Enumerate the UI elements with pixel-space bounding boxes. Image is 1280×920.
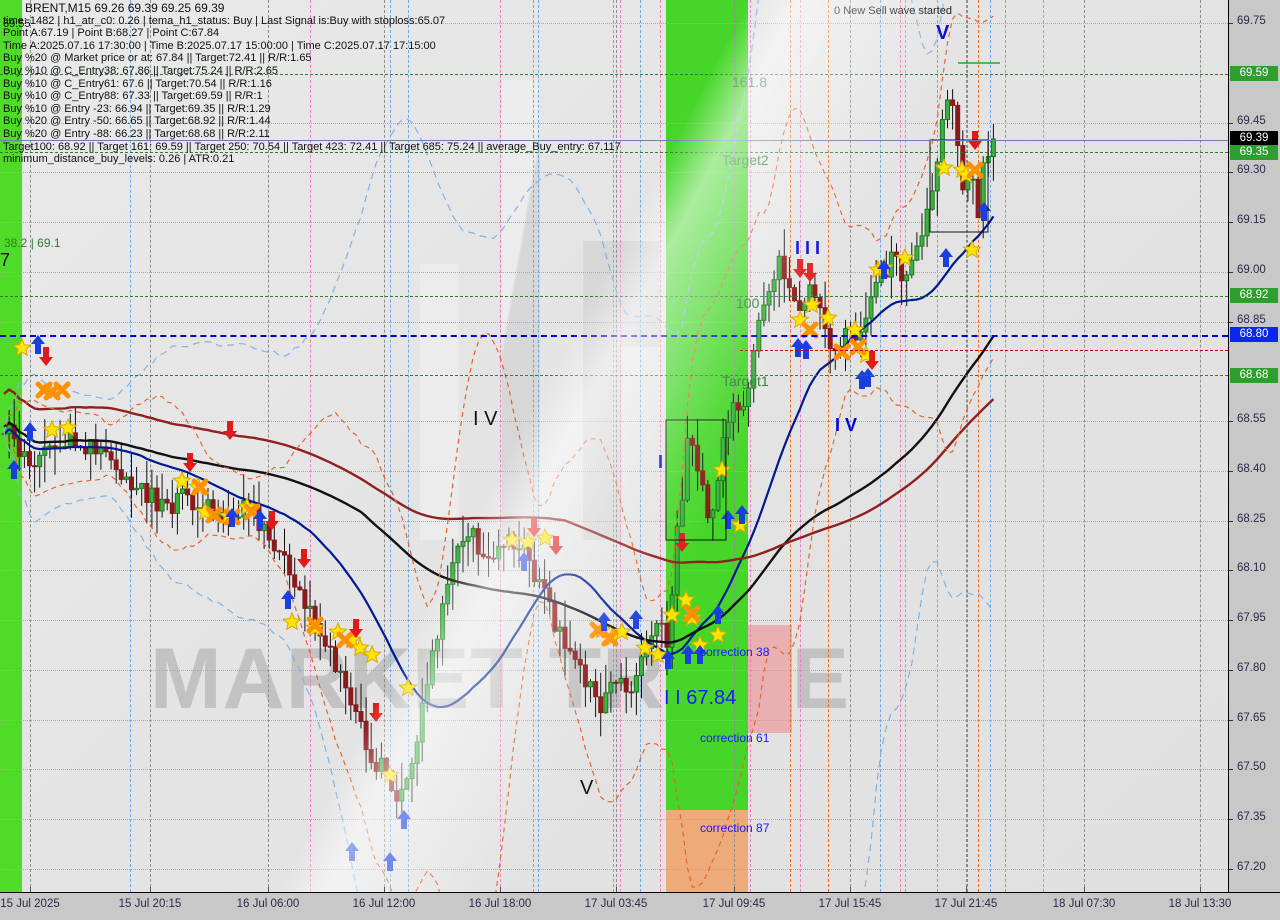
grid-hline: [0, 172, 1228, 174]
chart-plot-area[interactable]: MARKET TRADE 0 New Sell wave started 161.…: [0, 0, 1228, 892]
chart-label: 0 New Sell wave started: [834, 5, 952, 17]
grid-vline: [1084, 0, 1085, 892]
wave-vline-blue: [640, 0, 641, 892]
chart-label: I V: [473, 408, 498, 430]
wave-vline-pink: [310, 0, 311, 892]
pink-band: [748, 625, 792, 733]
grid-hline: [0, 719, 1228, 721]
price-highlight-label[interactable]: 68.92: [1230, 288, 1278, 303]
price-highlight-label[interactable]: 68.80: [1230, 327, 1278, 342]
chart-label: 161.8: [732, 74, 768, 90]
price-highlight-label[interactable]: 69.35: [1230, 145, 1278, 160]
chart-label: I: [658, 452, 664, 472]
info-line: Buy %20 @ Market price or at: 67.84 || T…: [3, 52, 312, 65]
wave-vline-orange: [967, 0, 968, 892]
wave-vline-orange: [978, 0, 979, 892]
chart-label: I V: [835, 415, 858, 435]
info-line: Buy %10 @ Entry -23: 66.94 || Target:69.…: [3, 102, 271, 115]
grid-hline: [0, 321, 1228, 323]
wave-vline-orange: [790, 0, 791, 892]
wave-vline-pink: [800, 0, 801, 892]
chart-label: 38.2 | 69.1: [4, 236, 61, 250]
wave-vline-pink: [620, 0, 621, 892]
grid-vline: [150, 0, 151, 892]
grid-hline: [0, 868, 1228, 870]
grid-vline: [616, 0, 617, 892]
entry-avg-line: [0, 140, 1228, 141]
wave-vline-blue: [408, 0, 409, 892]
grid-hline: [0, 669, 1228, 671]
grid-vline: [734, 0, 735, 892]
blue-level: [0, 335, 1228, 337]
info-line: Buy %20 @ Entry -88: 66.23 || Target:68.…: [3, 127, 270, 140]
price-highlight-label[interactable]: 69.59: [1230, 66, 1278, 81]
chart-label: 100: [736, 295, 760, 311]
grid-hline: [0, 421, 1228, 423]
info-line: Buy %10 @ C_Entry38: 67.86 || Target:75.…: [3, 64, 278, 77]
time-axis[interactable]: 15 Jul 2025 15 Jul 20:15 16 Jul 06:00 16 Ju…: [0, 887, 1280, 920]
wave-vline-blue: [390, 0, 391, 892]
wave-vline-blue: [937, 0, 938, 892]
wave-vline-pink: [905, 0, 906, 892]
info-line: Buy %20 @ Entry -50: 66.65 || Target:68.…: [3, 115, 271, 128]
wave-vline-orange: [828, 0, 829, 892]
price-highlight-label[interactable]: 69.39: [1230, 131, 1278, 146]
chart-label: V: [936, 22, 950, 44]
info-line: Buy %10 @ C_Entry88: 67.33 || Target:69.…: [3, 90, 263, 103]
chart-label: correction 38: [700, 645, 770, 659]
price-highlight-label[interactable]: 68.68: [1230, 368, 1278, 383]
info-line: Target100: 68.92 || Target 161: 69.59 ||…: [3, 140, 621, 153]
grid-vline: [1200, 0, 1201, 892]
grid-hline: [0, 819, 1228, 821]
info-line: minimum_distance_buy_levels: 0.26 | ATR:…: [3, 153, 235, 166]
symbol-label: BRENT,M15 69.26 69.39 69.25 69.39: [25, 1, 225, 15]
chart-label: V: [580, 777, 594, 799]
grid-vline: [384, 0, 385, 892]
grid-hline: [0, 470, 1228, 472]
wave-vline-pink: [750, 0, 751, 892]
red-level: [740, 350, 1228, 351]
wave-vline-blue: [1005, 0, 1006, 892]
wave-vline-pink: [900, 0, 901, 892]
wave-vline-blue: [990, 0, 991, 892]
chart-label: Target2: [722, 152, 769, 168]
fib-100: [0, 296, 1228, 297]
grid-hline: [0, 271, 1228, 273]
grid-hline: [0, 620, 1228, 622]
grid-vline: [850, 0, 851, 892]
grid-hline: [0, 570, 1228, 572]
info-line: Buy %10 @ C_Entry61: 67.6 || Target:70.5…: [3, 77, 272, 90]
wave-vline-blue: [880, 0, 881, 892]
chart-label: correction 87: [700, 821, 770, 835]
wave-vline-pink: [660, 0, 661, 892]
wave-vline-pink: [500, 0, 501, 892]
candlestick-series: [1, 0, 1000, 892]
chart-label: 7: [0, 250, 11, 270]
grid-hline: [0, 23, 1228, 25]
grid-hline: [0, 222, 1228, 224]
chart-label: Target1: [722, 373, 769, 389]
wave-vline-blue: [538, 0, 539, 892]
overlapping-price-label: 69.55: [3, 18, 31, 30]
info-line: time: 1482 | h1_atr_c0: 0.26 | tema_h1_s…: [3, 14, 446, 27]
chart-label: I I I: [795, 238, 821, 258]
price-axis[interactable]: 69.75 69.45 69.30 69.15 69.00 68.85 68.55 68.40…: [1228, 0, 1280, 892]
target2-line: [0, 152, 1228, 153]
grid-vline: [268, 0, 269, 892]
info-line: Time A:2025.07.16 17:30:00 | Time B:2025…: [3, 39, 436, 52]
grid-hline: [0, 769, 1228, 771]
wave-vline-blue: [533, 0, 534, 892]
grid-hline: [0, 122, 1228, 124]
info-line: Point A:67.19 | Point B:68.27 | Point C:…: [3, 27, 220, 40]
chart-label: correction 61: [700, 731, 770, 745]
grid-hline: [0, 520, 1228, 522]
indicator-info-panel: BRENT,M15 69.26 69.39 69.25 69.39 time: …: [3, 0, 621, 166]
wave-vline-blue: [613, 0, 614, 892]
fib-161: [0, 74, 1228, 75]
chart-label: I I 67.84: [664, 687, 737, 709]
grid-vline: [966, 0, 967, 892]
target1-line: [0, 375, 1228, 376]
wave-vline-pink: [1043, 0, 1044, 892]
